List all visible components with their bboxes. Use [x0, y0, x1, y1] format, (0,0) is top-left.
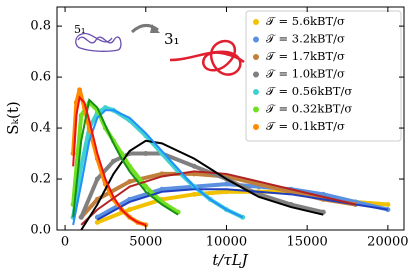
- data-point: [127, 179, 133, 185]
- legend-marker: [253, 71, 259, 78]
- knot-3-1: [169, 39, 245, 76]
- knot-5-1: [75, 32, 122, 52]
- data-point: [191, 171, 197, 177]
- data-point: [223, 181, 229, 187]
- data-point: [385, 202, 391, 208]
- legend-label: 𝒯 = 1.0kBT/σ: [266, 67, 345, 81]
- data-point: [94, 176, 100, 182]
- legend-marker: [253, 124, 259, 130]
- data-point: [191, 163, 197, 169]
- legend-label: 𝒯 = 0.56kBT/σ: [266, 84, 352, 98]
- legend-marker: [253, 36, 259, 43]
- legend-marker: [253, 19, 259, 25]
- legend-label: 𝒯 = 0.1kBT/σ: [266, 119, 345, 133]
- legend-marker: [253, 54, 259, 60]
- x-tick-label: 5000: [129, 235, 162, 250]
- data-point: [191, 191, 197, 197]
- data-point: [78, 163, 84, 169]
- data-point: [159, 186, 165, 192]
- fit-line: [72, 109, 244, 226]
- y-axis-label: Sₖ(t): [4, 101, 22, 134]
- x-axis-label: t/τLJ: [212, 251, 248, 269]
- legend-marker: [253, 106, 259, 113]
- data-point: [78, 214, 84, 220]
- data-point: [223, 189, 229, 195]
- legend-marker: [253, 89, 259, 95]
- x-tick-label: 15000: [286, 235, 327, 250]
- legend-label: 𝒯 = 5.6kBT/σ: [266, 14, 345, 28]
- annotation: 5₁: [74, 23, 85, 36]
- data-line: [79, 171, 356, 219]
- legend: 𝒯 = 5.6kBT/σ 𝒯 = 3.2kBT/σ 𝒯 = 1.7kBT/σ 𝒯 = …: [245, 10, 402, 142]
- y-tick-label: 0.6: [30, 70, 51, 85]
- x-tick-label: 0: [61, 235, 69, 250]
- fit-line: [96, 188, 389, 221]
- annotation: 3₁: [164, 30, 180, 48]
- data-point: [127, 207, 133, 213]
- legend-label: 𝒯 = 3.2kBT/σ: [266, 32, 345, 46]
- fit-line: [72, 95, 147, 226]
- inset: 5₁ 3₁: [74, 23, 245, 76]
- data-point: [94, 219, 100, 225]
- plot-area: [70, 87, 391, 231]
- y-tick-label: 0.8: [30, 19, 51, 34]
- data-point: [159, 171, 165, 177]
- data-point: [127, 163, 133, 169]
- x-tick-label: 10000: [206, 235, 247, 250]
- data-line: [96, 182, 389, 220]
- legend-label: 𝒯 = 0.32kBT/σ: [266, 102, 352, 116]
- plot-frame: [56, 6, 405, 231]
- data-point: [102, 105, 108, 111]
- y-tick-label: 0.0: [30, 223, 51, 238]
- x-tick-label: 20000: [367, 235, 408, 250]
- data-point: [143, 184, 149, 190]
- arrow-head: [150, 24, 160, 33]
- y-tick-label: 0.4: [30, 121, 51, 136]
- data-point: [143, 151, 149, 157]
- legend-label: 𝒯 = 1.7kBT/σ: [266, 49, 345, 63]
- data-point: [77, 87, 83, 93]
- data-point: [78, 112, 84, 118]
- data-point: [110, 158, 116, 164]
- y-tick-label: 0.2: [30, 172, 51, 187]
- legend-box: [245, 10, 402, 142]
